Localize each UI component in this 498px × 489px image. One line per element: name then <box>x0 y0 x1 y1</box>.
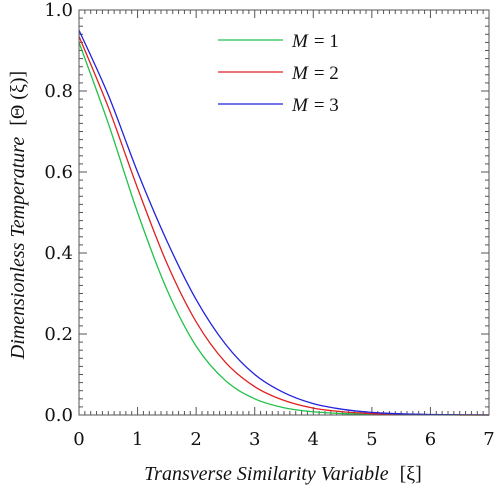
legend-value: = 2 <box>314 63 339 84</box>
legend: M = 1M = 2M = 3 <box>218 31 339 116</box>
x-tick-label: 2 <box>190 429 201 450</box>
tick-labels: 0 1 2 3 4 5 6 7 0.0 0.2 0.4 0.6 0.8 1.0 <box>44 0 494 450</box>
x-tick-label: 7 <box>483 429 494 450</box>
x-axis-label: Transverse Similarity Variable [ξ] <box>144 463 422 485</box>
svg-text:Dimensionless Temperature: Dimensionless Temperature [Θ (ξ)] <box>7 71 29 360</box>
series-line-1 <box>78 42 490 416</box>
y-tick-label: 0.6 <box>44 162 73 183</box>
legend-value: = 1 <box>314 31 339 52</box>
series-line-3 <box>78 29 490 416</box>
legend-label-3: M = 3 <box>291 95 339 116</box>
x-tick-label: 4 <box>308 429 319 450</box>
legend-variable: M <box>291 31 309 52</box>
y-tick-label: 0.2 <box>44 324 73 345</box>
y-tick-label: 1.0 <box>44 0 73 21</box>
x-tick-label: 5 <box>366 429 377 450</box>
y-axis-label-text: Dimensionless Temperature <box>7 137 29 361</box>
y-axis-label: Dimensionless Temperature [Θ (ξ)] <box>7 71 29 360</box>
x-axis-label-text: Transverse Similarity Variable <box>144 463 389 485</box>
x-tick-label: 1 <box>132 429 143 450</box>
y-tick-label: 0.4 <box>44 243 73 264</box>
x-tick-label: 6 <box>425 429 436 450</box>
series-lines <box>78 29 490 416</box>
y-axis-label-symbol: [Θ (ξ)] <box>7 71 29 126</box>
series-line-2 <box>78 36 490 416</box>
legend-variable: M <box>291 95 309 116</box>
x-tick-label: 3 <box>249 429 260 450</box>
x-tick-label: 0 <box>73 429 84 450</box>
plot-frame <box>78 9 490 416</box>
axis-ticks <box>78 9 490 416</box>
x-axis-label-symbol: [ξ] <box>400 463 422 485</box>
legend-variable: M <box>291 63 309 84</box>
legend-value: = 3 <box>314 95 339 116</box>
legend-label-1: M = 1 <box>291 31 339 52</box>
y-tick-label: 0.0 <box>44 405 73 426</box>
legend-label-2: M = 2 <box>291 63 339 84</box>
y-tick-label: 0.8 <box>44 81 73 102</box>
